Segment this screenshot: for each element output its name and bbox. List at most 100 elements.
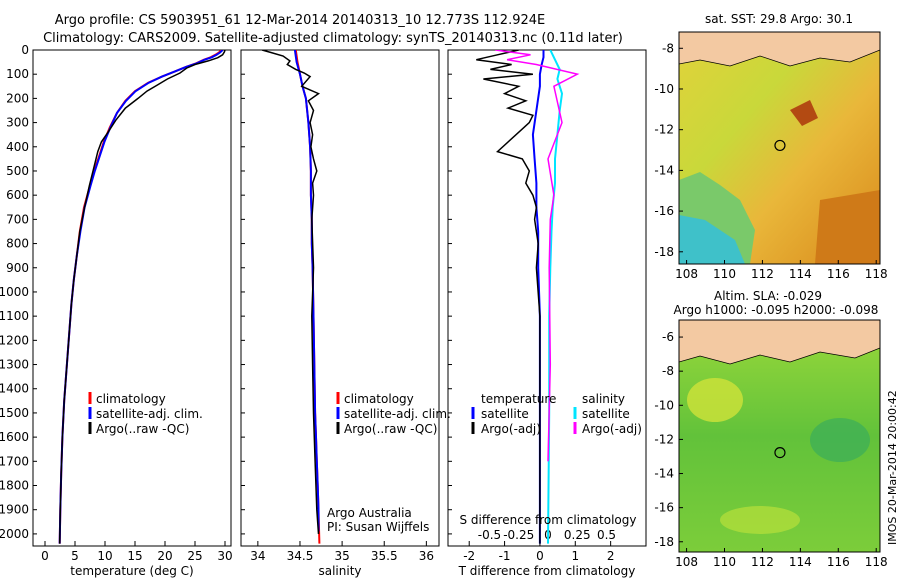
y-tick-label: 1000 [0,285,29,299]
map-x-tick-label: 114 [789,555,812,569]
x-tick-label: 0 [536,549,544,563]
credit-pi: PI: Susan Wijffels [327,520,429,534]
y-tick-label: 800 [6,237,29,251]
salinity-x-axis: 34 34.5 35 35.5 36 [250,541,434,563]
difference-series [476,50,580,544]
map-x-tick-label: 118 [865,555,888,569]
t-difference-xlabel: T difference from climatology [458,564,636,578]
series-climatology [58,50,223,544]
y-tick-label: 1500 [0,406,29,420]
y-tick-label: 400 [6,140,29,154]
sla-argo-location-marker [774,446,786,459]
series-satellite-adj-clim [58,50,224,544]
y-tick-label: 1100 [0,309,29,323]
legend-label: satellite-adj. clim. [96,407,203,421]
sla-high-patch [687,378,743,422]
x-tick-label: -1 [499,549,511,563]
map-x-tick-label: 112 [751,555,774,569]
map-x-tick-label: 118 [865,267,888,281]
salinity-series [261,50,321,544]
sla-map-title-2: Argo h1000: -0.095 h2000: -0.098 [674,303,879,317]
legend-label: Argo(..raw -QC) [96,422,189,436]
header-line-1: Argo profile: CS 5903951_61 12-Mar-2014 … [55,13,545,28]
x-tick-label: 15 [127,549,142,563]
map-y-tick-label: -10 [654,398,674,412]
y-tick-label: 500 [6,164,29,178]
y-tick-label: 0 [21,43,29,57]
y-tick-label: 200 [6,91,29,105]
x-tick-label: 2 [607,549,615,563]
map-y-tick-label: -12 [654,432,674,446]
map-y-tick-label: -6 [662,330,674,344]
t-difference-x-axis: -2 -1 0 1 2 [463,541,614,563]
sla-low-patch [810,418,870,462]
sst-warm-patch [790,100,818,126]
map-y-tick-label: -16 [654,204,674,218]
y-tick-label: 1200 [0,333,29,347]
temperature-xlabel: temperature (deg C) [70,564,193,578]
s-difference-axis: -0.5 -0.25 0 0.25 0.5 [478,528,616,542]
legend-label: Argo(-adj) [582,422,642,436]
sst-argo-location-marker [774,139,786,152]
map-x-tick-label: 116 [827,555,850,569]
sla-mid-patch [720,506,800,534]
y-tick-label: 1900 [0,503,29,517]
x-tick-label: 20 [157,549,172,563]
x-tick-label: 1 [571,549,579,563]
difference-axes [447,49,647,547]
salinity-legend: climatology satellite-adj. clim. Argo(..… [336,392,451,436]
s-diff-tick-label: -0.5 [478,528,501,542]
map-y-tick-label: -10 [654,82,674,96]
x-tick-label: 10 [97,549,112,563]
sst-land [679,32,880,67]
sst-map-frame [678,31,881,265]
legend-label: satellite-adj. clim. [344,407,451,421]
difference-legend: temperature satellite Argo(-adj) salinit… [471,392,642,436]
map-x-tick-label: 110 [713,555,736,569]
x-tick-label: 36 [419,549,434,563]
s-diff-tick-label: 0.25 [564,528,591,542]
sla-land [679,320,880,365]
x-tick-label: 35.5 [371,549,398,563]
temperature-axes [32,49,232,547]
legend-title-salinity: salinity [582,392,625,406]
temperature-x-axis: 0 5 10 15 20 25 30 [41,541,233,563]
imos-timestamp: IMOS 20-Mar-2014 20:00:42 [886,390,899,545]
s-difference-title: S difference from climatology [460,513,637,527]
series-salinity-argo-adj [495,50,580,462]
x-tick-label: 34.5 [287,549,314,563]
series-temperature-argo-adj [476,50,541,544]
legend-label: Argo(-adj) [481,422,541,436]
map-y-tick-label: -18 [654,245,674,259]
map-x-tick-label: 110 [713,267,736,281]
salinity-axes [240,49,440,547]
map-y-tick-label: -12 [654,123,674,137]
series-argo-raw-qc [58,50,226,544]
sst-map-axes: 108 110 112 114 116 118 -8 -10 -12 -14 -16 -18 [654,41,887,281]
sla-map-title-1: Altim. SLA: -0.029 [714,289,822,303]
y-tick-label: 1400 [0,382,29,396]
header-line-2: Climatology: CARS2009. Satellite-adjuste… [43,31,623,46]
x-tick-label: 0 [41,549,49,563]
legend-title-temperature: temperature [481,392,556,406]
s-diff-tick-label: -0.25 [503,528,534,542]
y-tick-label: 2000 [0,527,29,541]
sst-map-title: sat. SST: 29.8 Argo: 30.1 [705,12,853,26]
sla-map-frame [678,319,881,553]
y-tick-label: 1800 [0,479,29,493]
y-tick-label: 1600 [0,430,29,444]
y-tick-label: 100 [6,67,29,81]
map-y-tick-label: -14 [654,163,674,177]
x-tick-label: -2 [463,549,475,563]
credit-institution: Argo Australia [327,506,412,520]
x-tick-label: 34 [250,549,265,563]
map-y-tick-label: -8 [662,364,674,378]
temperature-series [58,50,226,544]
y-tick-label: 1300 [0,358,29,372]
map-x-tick-label: 108 [675,267,698,281]
map-x-tick-label: 112 [751,267,774,281]
y-tick-label: 600 [6,188,29,202]
map-x-tick-label: 116 [827,267,850,281]
x-tick-label: 5 [71,549,79,563]
